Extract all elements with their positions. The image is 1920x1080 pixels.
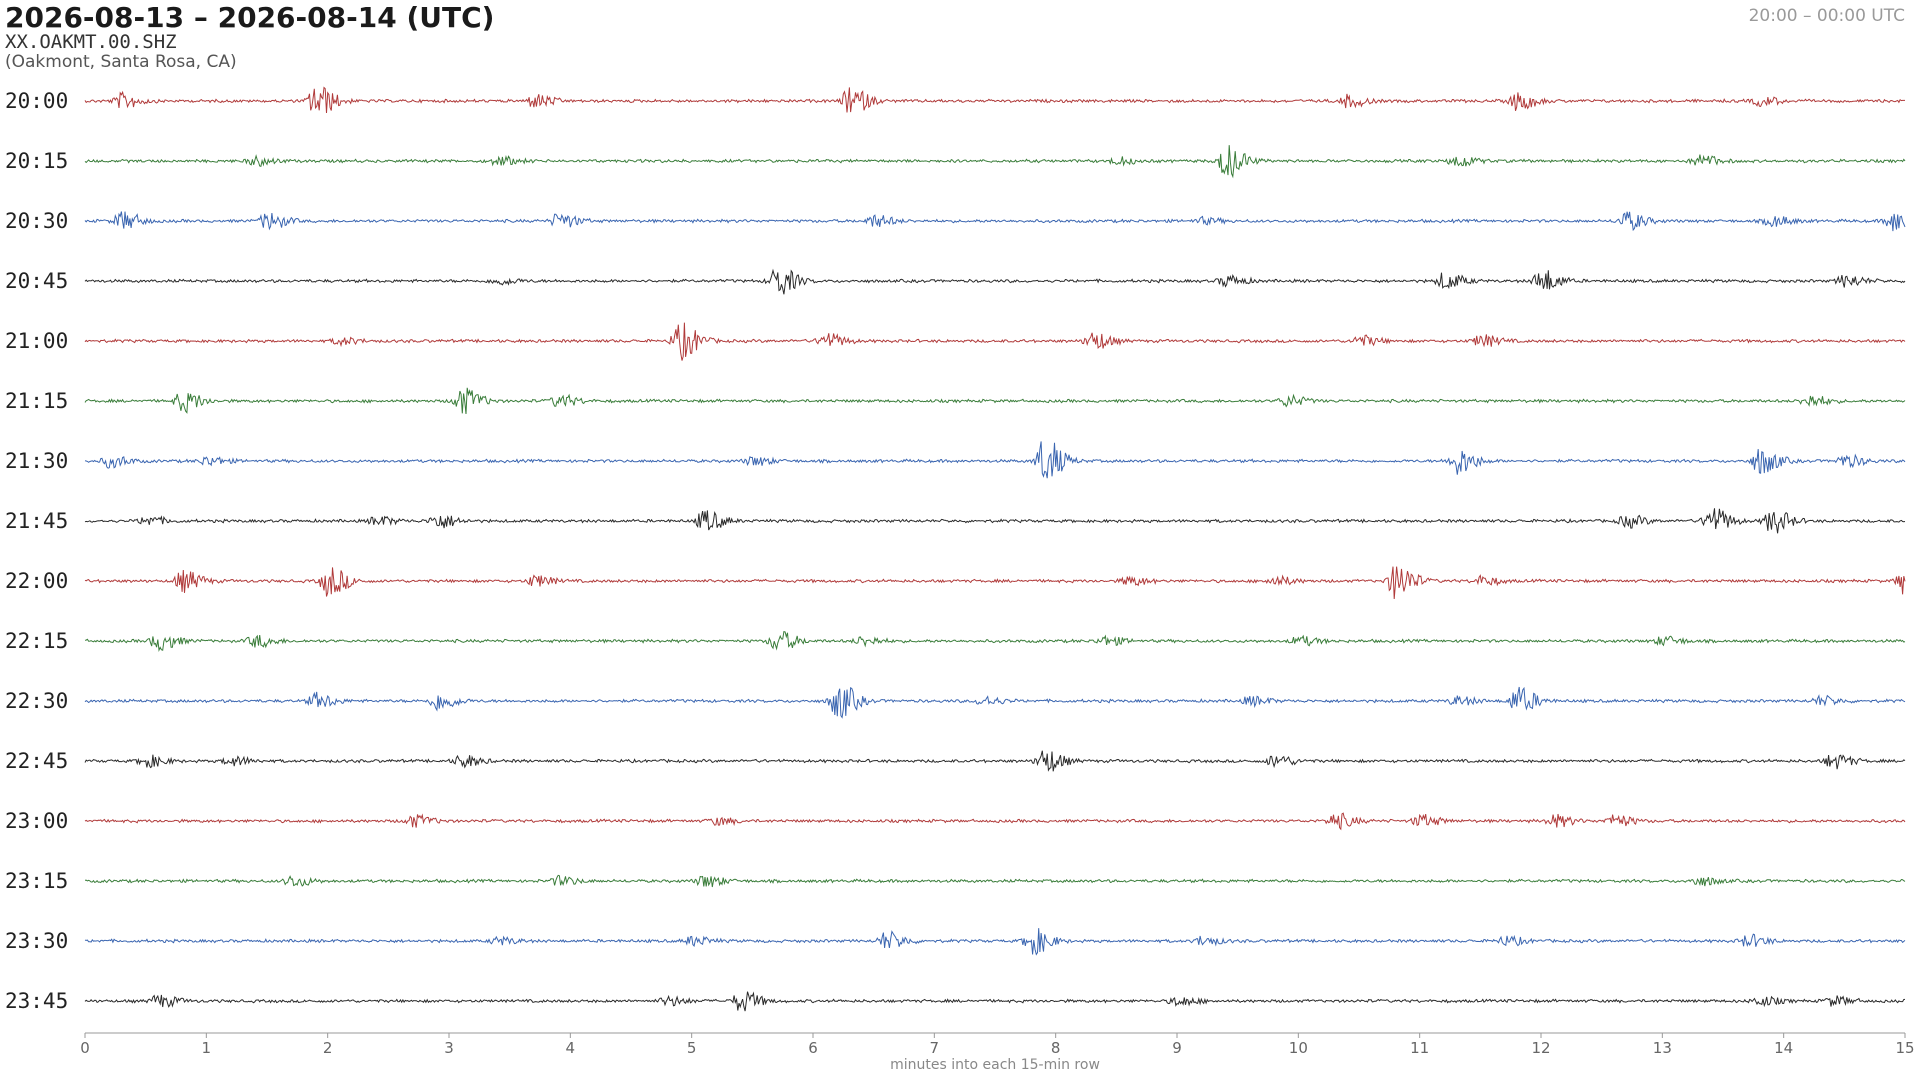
- row-time-label: 23:30: [5, 929, 68, 953]
- seismic-trace: [84, 928, 1906, 956]
- x-tick-label: 10: [1289, 1039, 1308, 1057]
- trace-rows: 20:00 20:15 20:30 20:45 21:00 21:15 21:30 21:45…: [5, 86, 1906, 1013]
- seismic-trace: [84, 322, 1906, 361]
- row-time-label: 21:00: [5, 329, 68, 353]
- seismic-trace: [84, 86, 1905, 114]
- x-tick-label: 0: [80, 1039, 90, 1057]
- page-title: 2026-08-13 – 2026-08-14 (UTC): [5, 1, 494, 34]
- row-time-label: 23:15: [5, 869, 68, 893]
- row-time-label: 22:00: [5, 569, 68, 593]
- seismic-trace: [84, 630, 1906, 652]
- time-range: 20:00 – 00:00 UTC: [1749, 6, 1905, 26]
- seismic-trace: [84, 686, 1906, 719]
- x-tick-label: 5: [687, 1039, 697, 1057]
- row-time-label: 20:45: [5, 269, 68, 293]
- x-tick-label: 6: [808, 1039, 818, 1057]
- x-tick-label: 2: [323, 1039, 333, 1057]
- x-tick-label: 8: [1051, 1039, 1061, 1057]
- seismic-trace: [84, 211, 1906, 232]
- row-time-label: 23:45: [5, 989, 68, 1013]
- seismic-trace: [84, 566, 1906, 600]
- station-location: (Oakmont, Santa Rosa, CA): [5, 52, 237, 72]
- x-axis-label: minutes into each 15-min row: [890, 1057, 1100, 1073]
- x-tick-label: 13: [1653, 1039, 1672, 1057]
- seismic-trace: [84, 750, 1906, 772]
- seismic-trace: [84, 441, 1906, 479]
- seismic-trace: [84, 874, 1906, 888]
- seismic-trace: [84, 812, 1906, 831]
- row-time-label: 23:00: [5, 809, 68, 833]
- row-time-label: 21:45: [5, 509, 68, 533]
- row-time-label: 22:15: [5, 629, 68, 653]
- row-time-label: 22:45: [5, 749, 68, 773]
- x-tick-label: 11: [1410, 1039, 1429, 1057]
- row-time-label: 21:15: [5, 389, 68, 413]
- x-tick-label: 14: [1774, 1039, 1793, 1057]
- seismic-trace: [84, 387, 1906, 415]
- row-time-label: 20:15: [5, 149, 68, 173]
- x-axis: 0 1 2 3 4 5 6 7 8 9 10 11 12 13 14 15: [80, 1032, 1915, 1057]
- x-tick-label: 15: [1895, 1039, 1914, 1057]
- x-tick-label: 9: [1172, 1039, 1182, 1057]
- seismic-trace: [84, 145, 1906, 179]
- row-time-label: 21:30: [5, 449, 68, 473]
- row-time-label: 22:30: [5, 689, 68, 713]
- seismic-trace: [84, 991, 1906, 1012]
- x-tick-label: 12: [1531, 1039, 1550, 1057]
- x-tick-label: 3: [444, 1039, 454, 1057]
- row-time-label: 20:30: [5, 209, 68, 233]
- row-time-label: 20:00: [5, 89, 68, 113]
- x-tick-label: 1: [202, 1039, 212, 1057]
- seismic-trace: [84, 268, 1906, 295]
- x-tick-label: 4: [566, 1039, 576, 1057]
- seismic-trace: [84, 508, 1906, 534]
- x-tick-label: 7: [930, 1039, 940, 1057]
- station-code: XX.OAKMT.00.SHZ: [5, 31, 177, 53]
